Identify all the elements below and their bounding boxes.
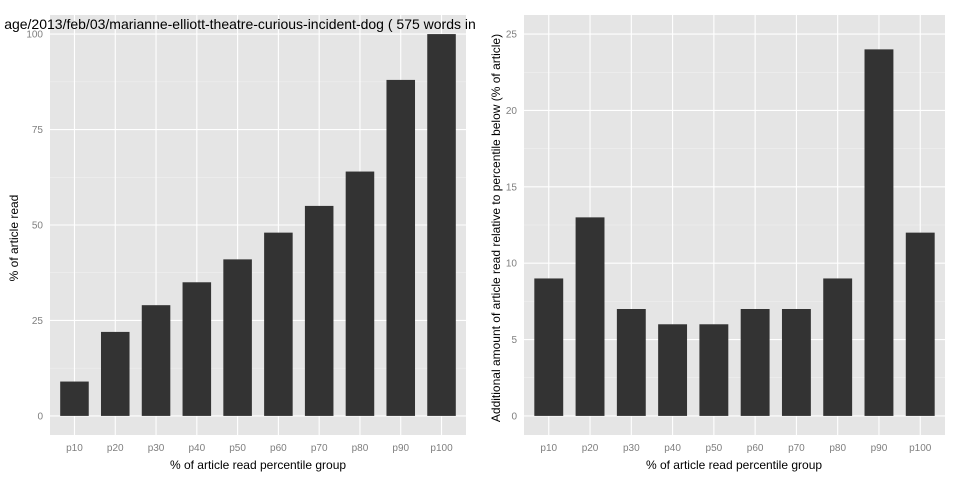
bar-p50 [699, 324, 729, 416]
x-tick-label: p20 [107, 443, 124, 454]
bar-p70 [304, 205, 334, 416]
bar-p30 [616, 309, 646, 416]
bar-p30 [141, 305, 171, 416]
bar-p40 [182, 282, 212, 416]
right-x-axis-title: % of article read percentile group [646, 458, 822, 472]
right-y-tick-labels: 0 5 10 15 20 25 [506, 30, 518, 423]
y-tick-label: 0 [37, 411, 43, 422]
right-y-axis-title: Additional amount of article read relati… [489, 34, 503, 422]
x-tick-label: p30 [623, 443, 640, 454]
left-y-tick-labels: 0 25 50 75 100 [26, 30, 43, 423]
bar-p20 [100, 331, 130, 416]
x-tick-label: p100 [909, 443, 932, 454]
x-tick-label: p70 [788, 443, 805, 454]
left-x-axis-title: % of article read percentile group [170, 458, 346, 472]
right-bars [534, 49, 935, 416]
y-tick-label: 5 [511, 335, 517, 346]
y-tick-label: 25 [506, 30, 518, 41]
x-tick-label: p90 [871, 443, 888, 454]
y-tick-label: 0 [511, 411, 517, 422]
right-x-tick-labels: p10 p20 p30 p40 p50 p60 p70 p80 p90 p100 [540, 443, 931, 454]
x-tick-label: p80 [352, 443, 369, 454]
bar-p10 [534, 278, 564, 416]
y-tick-label: 15 [506, 182, 518, 193]
left-bars [60, 34, 456, 416]
bar-p60 [740, 309, 770, 416]
bar-p80 [823, 278, 853, 416]
y-tick-label: 75 [32, 125, 44, 136]
x-tick-label: p100 [430, 443, 453, 454]
y-tick-label: 20 [506, 106, 518, 117]
left-chart-title: age/2013/feb/03/marianne-elliott-theatre… [4, 16, 476, 32]
y-tick-label: 50 [32, 221, 44, 232]
x-tick-label: p10 [66, 443, 83, 454]
bar-p70 [781, 309, 811, 416]
bar-p40 [658, 324, 688, 416]
bar-p90 [864, 49, 894, 416]
x-tick-label: p40 [664, 443, 681, 454]
x-tick-label: p40 [188, 443, 205, 454]
left-x-tick-labels: p10 p20 p30 p40 p50 p60 p70 p80 p90 p100 [66, 443, 453, 454]
x-tick-label: p60 [270, 443, 287, 454]
x-tick-label: p50 [706, 443, 723, 454]
bar-p90 [386, 79, 416, 416]
x-tick-label: p60 [747, 443, 764, 454]
y-tick-label: 100 [26, 30, 43, 41]
bar-p100 [427, 34, 456, 416]
x-tick-label: p70 [311, 443, 328, 454]
left-y-axis-title: % of article read [7, 195, 21, 282]
y-tick-label: 25 [32, 316, 44, 327]
y-tick-label: 10 [506, 259, 518, 270]
x-tick-label: p50 [229, 443, 246, 454]
bar-p80 [345, 171, 375, 416]
x-tick-label: p30 [148, 443, 165, 454]
bar-p10 [60, 381, 89, 416]
bar-p60 [264, 232, 293, 416]
bar-p20 [575, 217, 605, 416]
bar-p100 [905, 232, 935, 416]
x-tick-label: p90 [392, 443, 409, 454]
x-tick-label: p20 [582, 443, 599, 454]
x-tick-label: p80 [829, 443, 846, 454]
bar-p50 [223, 259, 252, 416]
x-tick-label: p10 [540, 443, 557, 454]
